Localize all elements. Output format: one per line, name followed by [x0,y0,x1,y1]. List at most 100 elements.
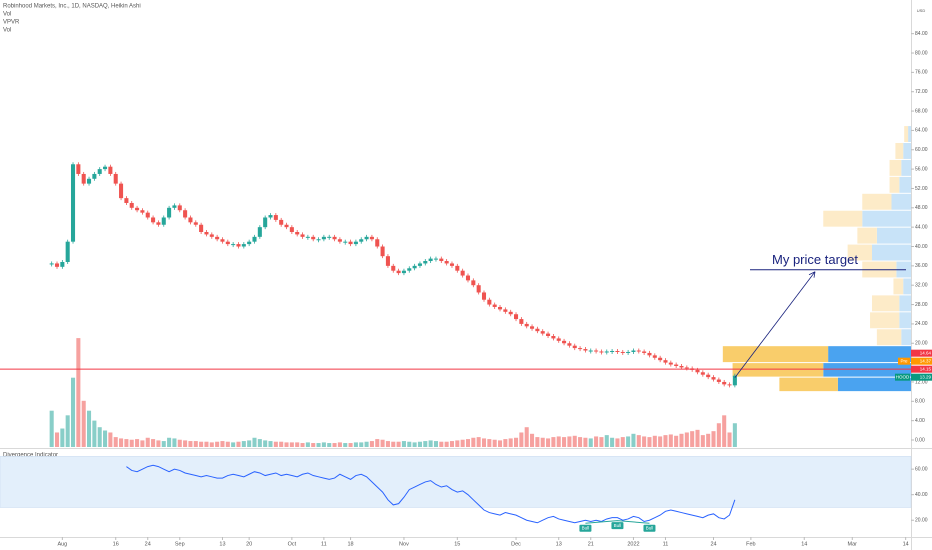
candle-body [337,239,342,242]
x-tick-label: Nov [399,541,409,547]
candle-body [674,364,679,366]
volume-bar [60,428,65,447]
volume-bar [220,441,225,447]
volume-bar [284,442,289,447]
volume-bar [151,439,156,447]
candle-body [76,164,81,174]
x-tick-label: 16 [113,541,119,547]
volume-bar [209,442,214,447]
candle-body [626,351,631,353]
candle-body [375,239,380,247]
y-tick-label: 60.00 [915,147,928,153]
profile-up [876,329,902,346]
candle-body [353,241,358,245]
candle-body [711,377,716,380]
volume-bar [610,437,615,447]
volume-bar [487,439,492,447]
signal-badge [579,524,592,532]
profile-down [908,126,911,143]
volume-bar [546,438,551,447]
candle-body [284,224,289,228]
profile-down [876,227,911,244]
profile-down [899,312,911,329]
volume-bar [599,437,604,447]
volume-bar [476,437,481,447]
x-tick-label: Oct [288,541,297,547]
candle-body [391,265,396,271]
volume-bar [289,442,294,447]
candle-body [279,219,284,225]
price-badge [911,373,932,381]
candle-body [343,241,348,243]
volume-bar [572,435,577,447]
y-tick-label: 56.00 [915,166,928,172]
volume-bar [455,440,460,447]
volume-bar [70,377,76,447]
candle-body [183,210,188,218]
candle-body [487,299,492,305]
candle-body [359,239,364,242]
candle-body [444,261,449,264]
target-arrow [734,271,816,378]
x-tick-label: 14 [801,541,807,547]
y-tick-label: 20.00 [915,518,928,524]
profile-down [823,363,911,377]
y-tick-label: 48.00 [915,205,928,211]
target-label: My price target [772,252,858,267]
candle-body [556,338,561,341]
candle-body [519,319,524,324]
volume-bar [81,400,86,447]
volume-bar [353,442,358,447]
candle-body [167,207,172,218]
price-tag-label: HOOD [896,374,910,379]
price-tag [898,357,910,365]
indicator-line [126,464,736,524]
volume-bar [642,436,647,447]
candle-body [300,234,305,237]
volume-bar [337,442,342,447]
candle-body [60,261,65,267]
volume-bar [247,440,252,447]
candle-body [385,256,390,266]
volume-bar [140,440,145,447]
y-tick-label: 32.00 [915,283,928,289]
price-badge-label: 13.29 [920,374,932,379]
volume-bar [92,420,97,447]
volume-bar [311,443,316,447]
candle-body [108,166,113,174]
y-tick-label: 40.00 [915,244,928,250]
y-tick-label: 20.00 [915,341,928,347]
chart-title: Robinhood Markets, Inc., 1D, NASDAQ, Hei… [3,4,141,10]
candle-body [503,309,508,312]
divergence-line [585,520,650,524]
candle-body [273,215,278,220]
volume-bar [492,439,497,447]
candle-body [727,384,732,386]
profile-up [895,143,904,159]
candle-body [369,236,374,240]
volume-bar [706,433,711,447]
volume-bar [663,435,668,447]
profile-down [901,159,911,176]
candle-body [252,236,257,242]
candle-body [588,350,593,352]
profile-down [899,176,911,193]
candle-body [295,232,300,235]
volume-bar [401,441,406,447]
volume-bar [103,430,108,447]
candle-body [401,270,406,274]
candle-body [268,215,273,218]
volume-bar [177,439,182,447]
volume-bar [273,441,278,447]
volume-bar [215,441,220,447]
candle-body [225,241,230,245]
profile-down [837,377,911,392]
candle-body [679,365,684,368]
candle-body [151,217,156,223]
candle-body [412,265,417,269]
candle-body [380,246,385,257]
candle-body [594,350,599,352]
volume-bar [65,415,70,447]
volume-bar [732,423,737,447]
volume-bar [321,442,326,447]
